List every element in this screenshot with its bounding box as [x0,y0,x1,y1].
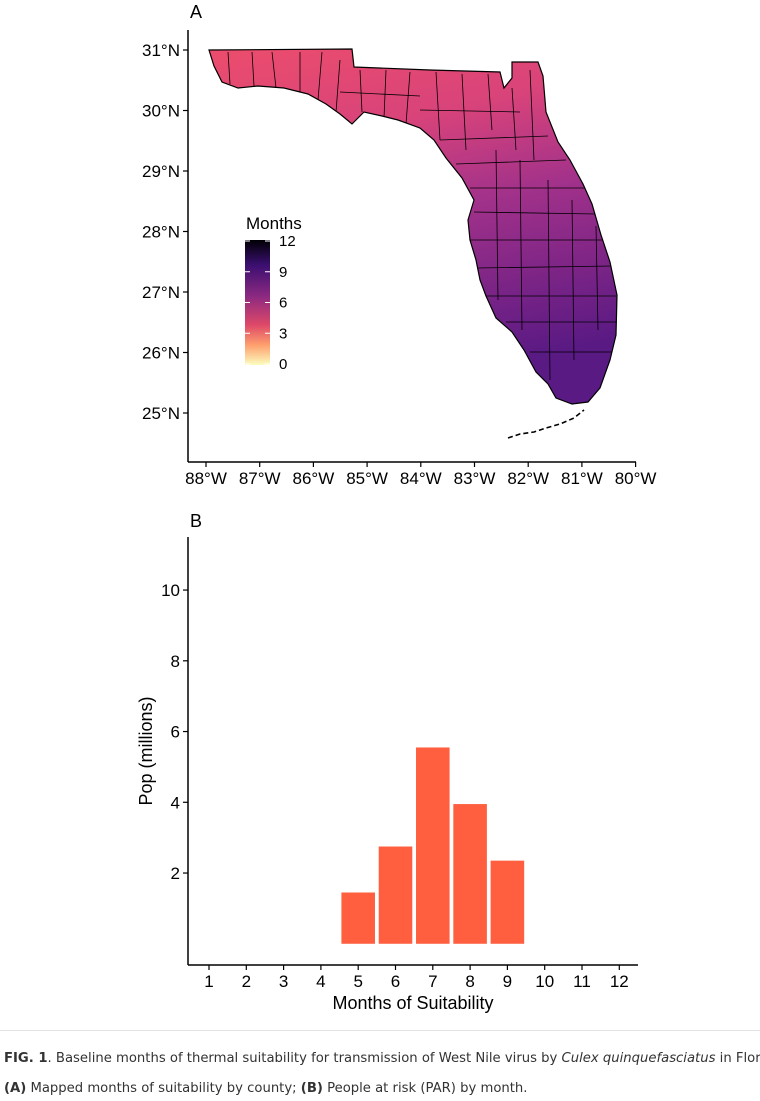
figure-caption: FIG. 1. Baseline months of thermal suita… [0,1030,760,1101]
caption-line-2: (A) Mapped months of suitability by coun… [4,1081,527,1096]
x-tick-label: 4 [316,972,325,991]
caption-a-text: Mapped months of suitability by county; [26,1081,301,1096]
lat-ticks: 31°N 30°N 29°N 28°N 27°N 26°N 25°N [142,41,188,423]
bars [341,747,525,944]
bar-month-8 [453,804,487,944]
caption-text: . Baseline months of thermal suitability… [47,1051,562,1066]
lon-ticks: 88°W 87°W 86°W 85°W 84°W 83°W 82°W 81°W 80°W [185,462,656,488]
legend-ticks: 12 9 6 3 0 [245,233,296,373]
x-tick-label: 11 [573,972,591,991]
lat-tick-label: 28°N [142,223,180,242]
x-tick-label: 3 [279,972,288,991]
lon-tick-label: 80°W [615,469,657,488]
caption-text-end: in Florida, [719,1051,760,1066]
lat-tick-label: 30°N [142,102,180,121]
x-axis-label: Months of Suitability [332,993,493,1013]
x-tick-label: 12 [610,972,629,991]
x-tick-label: 10 [535,972,554,991]
legend-tick-label: 6 [279,295,287,312]
bar-month-9 [490,860,525,944]
bar-month-7 [416,747,450,944]
lon-tick-label: 82°W [507,469,549,488]
caption-species: Culex quinquefasciatus [561,1051,716,1066]
lon-tick-label: 84°W [400,469,442,488]
lon-tick-label: 81°W [561,469,603,488]
lon-tick-label: 87°W [239,469,281,488]
caption-fig-label: FIG. 1 [4,1051,48,1066]
x-tick-label: 9 [503,972,512,991]
lon-tick-label: 86°W [293,469,335,488]
y-tick-label: 10 [161,581,180,600]
x-tick-label: 8 [465,972,474,991]
legend-tick-label: 3 [279,325,287,342]
y-tick-label: 2 [171,864,180,883]
caption-a-label: (A) [4,1081,27,1096]
lat-tick-label: 25°N [142,404,180,423]
lon-tick-label: 88°W [185,469,227,488]
legend-tick-label: 0 [279,356,287,373]
panel-a-label: A [190,2,202,22]
x-tick-label: 6 [391,972,400,991]
y-tick-label: 6 [171,723,180,742]
caption-b-label: (B) [300,1081,323,1096]
x-tick-label: 5 [353,972,362,991]
map-legend: Months 12 9 6 3 0 [245,214,302,373]
bar-month-6 [378,846,413,944]
x-tick-label: 1 [204,972,213,991]
lat-tick-label: 29°N [142,162,180,181]
caption-b-text: People at risk (PAR) by month. [322,1081,528,1096]
lat-tick-label: 31°N [142,41,180,60]
x-ticks: 1 2 3 4 5 6 7 8 9 10 11 12 [204,965,629,991]
y-tick-label: 4 [171,793,180,812]
lon-tick-label: 83°W [454,469,496,488]
legend-tick-label: 12 [279,233,296,250]
florida-keys [507,409,585,439]
x-tick-label: 2 [242,972,251,991]
bar-month-5 [341,892,375,944]
county-boundaries [227,51,616,381]
caption-line-1: FIG. 1. Baseline months of thermal suita… [4,1051,760,1066]
y-ticks: 2 4 6 8 10 [161,581,188,883]
lon-tick-label: 85°W [346,469,388,488]
lat-tick-label: 27°N [142,283,180,302]
x-tick-label: 7 [428,972,437,991]
figure: A 31°N30°N29°N28°N27°N26°N25°N 88°W 87°W 8… [136,2,656,1013]
y-axis-label: Pop (millions) [136,696,156,805]
lat-tick-label: 26°N [142,344,180,363]
y-tick-label: 8 [171,652,180,671]
panel-b-label: B [190,511,202,531]
legend-title: Months [246,214,302,233]
legend-tick-label: 9 [279,264,287,281]
florida-map [208,48,618,439]
